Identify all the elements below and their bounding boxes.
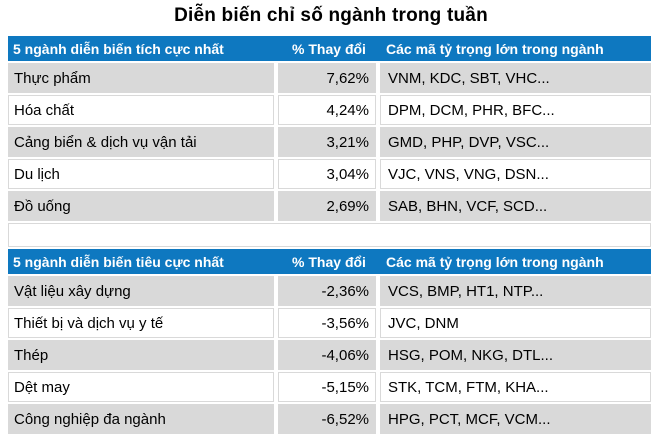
table-row: Thiết bị và dịch vụ y tế -3,56% JVC, DNM — [8, 308, 651, 338]
ticker-list: GMD, PHP, DVP, VSC... — [380, 127, 651, 157]
header-sector: 5 ngành diễn biến tiêu cực nhất — [13, 253, 224, 270]
table-row: Vật liệu xây dựng -2,36% VCS, BMP, HT1, … — [8, 276, 651, 306]
table-row: Thép -4,06% HSG, POM, NKG, DTL... — [8, 340, 651, 370]
header-change: % Thay đổi — [292, 253, 366, 270]
ticker-list: DPM, DCM, PHR, BFC... — [380, 95, 651, 125]
table-header-row: 5 ngành diễn biến tích cực nhất % Thay đ… — [8, 36, 651, 61]
sector-name: Du lịch — [8, 159, 274, 189]
pct-change: 3,21% — [278, 127, 376, 157]
pct-change: -3,56% — [278, 308, 376, 338]
table-spacer-row — [8, 223, 651, 247]
sector-name: Thép — [8, 340, 274, 370]
ticker-list: VNM, KDC, SBT, VHC... — [380, 63, 651, 93]
pct-change: 4,24% — [278, 95, 376, 125]
ticker-list: STK, TCM, FTM, KHA... — [380, 372, 651, 402]
ticker-list: HPG, PCT, MCF, VCM... — [380, 404, 651, 434]
header-change: % Thay đổi — [292, 40, 366, 57]
pct-change: 7,62% — [278, 63, 376, 93]
sector-name: Hóa chất — [8, 95, 274, 125]
table-row: Hóa chất 4,24% DPM, DCM, PHR, BFC... — [8, 95, 651, 125]
negative-sectors-table: 5 ngành diễn biến tiêu cực nhất % Thay đ… — [8, 249, 651, 434]
sector-name: Cảng biển & dịch vụ vận tải — [8, 127, 274, 157]
pct-change: 2,69% — [278, 191, 376, 221]
sector-name: Thiết bị và dịch vụ y tế — [8, 308, 274, 338]
sector-name: Vật liệu xây dựng — [8, 276, 274, 306]
header-tickers: Các mã tỷ trọng lớn trong ngành — [386, 253, 604, 270]
sector-name: Thực phẩm — [8, 63, 274, 93]
header-sector: 5 ngành diễn biến tích cực nhất — [13, 40, 224, 57]
table-header-row: 5 ngành diễn biến tiêu cực nhất % Thay đ… — [8, 249, 651, 274]
pct-change: -6,52% — [278, 404, 376, 434]
table-row: Cảng biển & dịch vụ vận tải 3,21% GMD, P… — [8, 127, 651, 157]
ticker-list: SAB, BHN, VCF, SCD... — [380, 191, 651, 221]
page-title: Diễn biến chỉ số ngành trong tuần — [174, 5, 488, 26]
table-row: Thực phẩm 7,62% VNM, KDC, SBT, VHC... — [8, 63, 651, 93]
ticker-list: VJC, VNS, VNG, DSN... — [380, 159, 651, 189]
sector-name: Dệt may — [8, 372, 274, 402]
table-row: Đồ uống 2,69% SAB, BHN, VCF, SCD... — [8, 191, 651, 221]
pct-change: -2,36% — [278, 276, 376, 306]
table-row: Dệt may -5,15% STK, TCM, FTM, KHA... — [8, 372, 651, 402]
table-row: Du lịch 3,04% VJC, VNS, VNG, DSN... — [8, 159, 651, 189]
sector-name: Công nghiệp đa ngành — [8, 404, 274, 434]
pct-change: -4,06% — [278, 340, 376, 370]
positive-sectors-table: 5 ngành diễn biến tích cực nhất % Thay đ… — [8, 36, 651, 221]
ticker-list: VCS, BMP, HT1, NTP... — [380, 276, 651, 306]
ticker-list: HSG, POM, NKG, DTL... — [380, 340, 651, 370]
pct-change: -5,15% — [278, 372, 376, 402]
sector-name: Đồ uống — [8, 191, 274, 221]
pct-change: 3,04% — [278, 159, 376, 189]
ticker-list: JVC, DNM — [380, 308, 651, 338]
header-tickers: Các mã tỷ trọng lớn trong ngành — [386, 40, 604, 57]
table-row: Công nghiệp đa ngành -6,52% HPG, PCT, MC… — [8, 404, 651, 434]
